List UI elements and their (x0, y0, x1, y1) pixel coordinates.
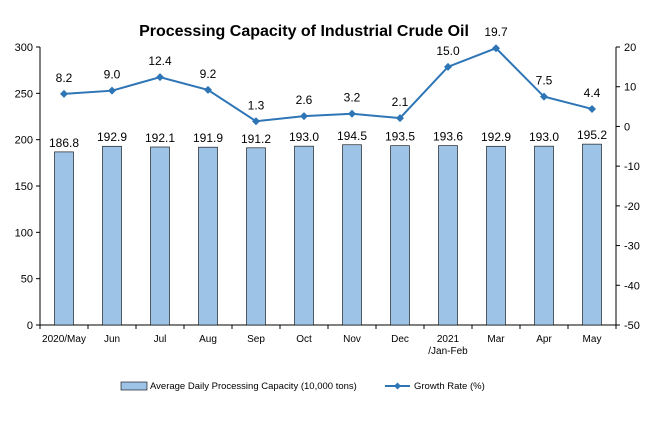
x-axis-category-label: Dec (391, 334, 409, 345)
x-axis-category-label: Nov (343, 334, 361, 345)
capacity-value-label: 195.2 (577, 128, 607, 142)
growth-rate-value-label: 1.3 (248, 98, 265, 112)
growth-rate-value-label: 9.0 (104, 68, 121, 82)
growth-rate-value-label: 8.2 (56, 71, 73, 85)
growth-rate-line (63, 47, 593, 123)
legend-bar-label: Average Daily Processing Capacity (10,00… (150, 381, 357, 392)
capacity-value-label: 191.9 (193, 131, 223, 145)
growth-rate-marker (444, 62, 452, 71)
bar-series (54, 143, 602, 326)
capacity-bar (582, 143, 602, 326)
right-axis-tick-label: -50 (624, 320, 640, 332)
capacity-value-label: 193.6 (433, 130, 463, 144)
growth-rate-value-label: 2.6 (296, 93, 313, 107)
x-axis-category-label: 2020/May (42, 334, 86, 345)
right-axis-tick-label: -20 (624, 201, 640, 213)
growth-rate-marker (300, 112, 308, 121)
x-axis-category-label: May (583, 334, 602, 345)
growth-rate-marker (156, 73, 164, 82)
growth-rate-value-label: 19.7 (484, 25, 508, 39)
growth-rate-value-label: 15.0 (436, 44, 460, 58)
left-axis-tick-label: 0 (27, 320, 33, 332)
growth-rate-value-label: 2.1 (392, 95, 409, 109)
growth-rate-value-label: 3.2 (344, 91, 361, 105)
growth-rate-marker (348, 109, 356, 118)
x-axis-category-label: /Jan-Feb (428, 346, 468, 357)
capacity-value-label: 192.9 (481, 130, 511, 144)
capacity-value-label: 193.0 (529, 130, 559, 144)
x-axis-category-label: 2021 (437, 334, 460, 345)
right-axis-tick-label: -30 (624, 241, 640, 253)
growth-rate-marker (60, 89, 68, 98)
capacity-bar (54, 151, 74, 326)
capacity-value-label: 192.9 (97, 130, 127, 144)
capacity-bar (486, 145, 506, 326)
right-axis-tick-label: 20 (624, 42, 636, 54)
growth-rate-value-label: 7.5 (536, 74, 553, 88)
left-axis-tick-label: 200 (15, 135, 33, 147)
data-labels: 186.8 192.9 192.1 191.9 191.2 193.0 194.5 193.5… (49, 25, 607, 150)
capacity-bar (342, 144, 362, 326)
x-axis-category-label: Aug (199, 334, 217, 345)
growth-rate-marker (396, 114, 404, 123)
capacity-bar (198, 146, 218, 326)
right-axis-tick-label: -40 (624, 280, 640, 292)
capacity-bar (294, 145, 314, 326)
growth-rate-marker (252, 117, 260, 126)
x-axis-category-label: Sep (247, 334, 265, 345)
line-series (60, 44, 596, 126)
legend: Average Daily Processing Capacity (10,00… (120, 381, 485, 392)
x-axis-category-label: Oct (296, 334, 312, 345)
growth-rate-value-label: 4.4 (584, 86, 601, 100)
capacity-bar (438, 145, 458, 326)
growth-rate-marker (108, 86, 116, 95)
chart-title: Processing Capacity of Industrial Crude … (139, 23, 469, 40)
capacity-value-label: 193.0 (289, 130, 319, 144)
capacity-bar (102, 145, 122, 326)
right-axis-tick-label: -10 (624, 161, 640, 173)
left-axis-tick-label: 50 (21, 274, 33, 286)
growth-rate-marker (204, 85, 212, 94)
growth-rate-marker (492, 44, 500, 53)
capacity-bar (534, 145, 554, 326)
left-axis-tick-label: 150 (15, 181, 33, 193)
left-axis-tick-label: 300 (15, 42, 33, 54)
capacity-value-label: 191.2 (241, 132, 271, 146)
capacity-value-label: 186.8 (49, 136, 79, 150)
x-axis-category-label: Jul (154, 334, 167, 345)
growth-rate-value-label: 9.2 (200, 67, 217, 81)
capacity-bar (390, 145, 410, 326)
left-axis-tick-label: 100 (15, 227, 33, 239)
capacity-bar (150, 146, 170, 326)
axes: 050100150200250300-50-40-30-20-100102020… (15, 42, 640, 357)
capacity-value-label: 192.1 (145, 131, 175, 145)
x-axis-category-label: Mar (487, 334, 505, 345)
x-axis-category-label: Jun (104, 334, 120, 345)
capacity-value-label: 194.5 (337, 129, 367, 143)
right-axis-tick-label: 10 (624, 82, 636, 94)
growth-rate-value-label: 12.4 (148, 54, 172, 68)
legend-line-label: Growth Rate (%) (414, 381, 485, 392)
growth-rate-marker (588, 104, 596, 113)
legend-line-marker (394, 382, 401, 390)
left-axis-tick-label: 250 (15, 88, 33, 100)
growth-rate-marker (540, 92, 548, 101)
capacity-value-label: 193.5 (385, 130, 415, 144)
capacity-bar (246, 147, 266, 326)
x-axis-category-label: Apr (536, 334, 552, 345)
legend-bar-swatch (120, 381, 148, 391)
right-axis-tick-label: 0 (624, 121, 630, 133)
